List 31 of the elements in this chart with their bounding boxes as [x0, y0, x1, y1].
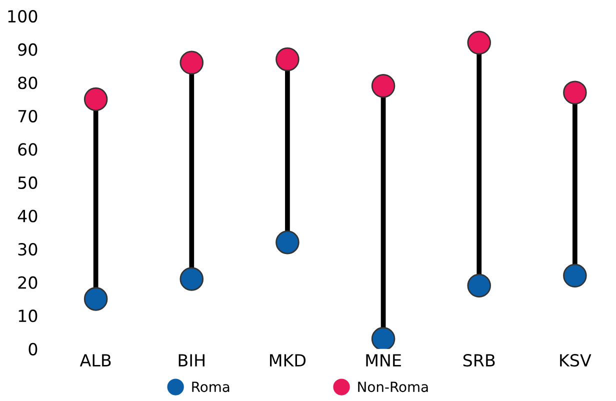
y-tick-label: 30 [18, 242, 38, 256]
point [371, 74, 396, 98]
legend-label: Roma [192, 382, 230, 392]
y-tick-label: 90 [18, 43, 38, 56]
point [180, 267, 204, 291]
point [467, 274, 492, 298]
y-tick-label: 20 [18, 276, 38, 289]
x-tick-label: ALB [80, 354, 111, 366]
y-tick-label: 10 [18, 310, 38, 322]
x-tick-label: SRB [463, 354, 495, 367]
y-tick-label: 70 [18, 110, 38, 122]
y-tick-label: 80 [18, 76, 38, 90]
y-tick-label: 0 [28, 342, 38, 356]
x-tick-label: BIH [178, 354, 204, 366]
point [467, 30, 492, 55]
x-tick-label: KSV [560, 354, 592, 367]
y-tick-label: 40 [18, 210, 38, 222]
x-tick-label: MKD [270, 354, 306, 366]
x-tick-label: MNE [366, 354, 401, 366]
point [563, 80, 587, 104]
point [371, 326, 396, 349]
y-tick-label: 50 [18, 176, 38, 190]
point [563, 264, 587, 288]
point [84, 87, 108, 112]
point [180, 50, 204, 75]
legend-label: Non-Roma [358, 382, 428, 392]
y-tick-label: 100 [8, 10, 38, 23]
point [84, 287, 108, 311]
y-tick-label: 60 [18, 143, 38, 156]
point [276, 47, 300, 72]
point [276, 230, 300, 254]
